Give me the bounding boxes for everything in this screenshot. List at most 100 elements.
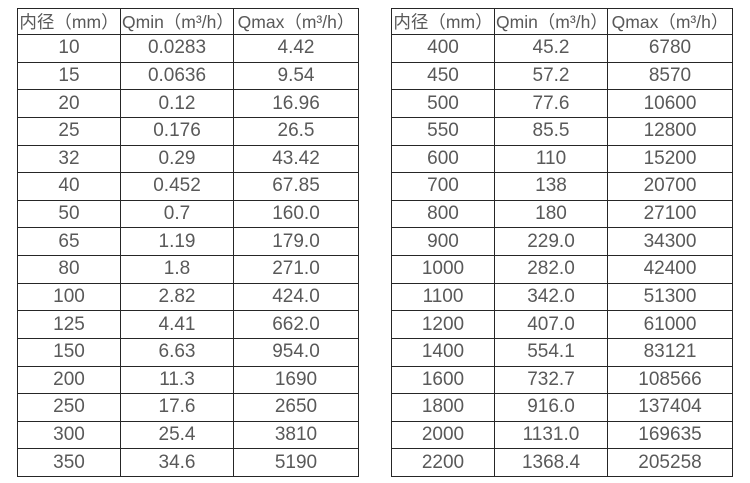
diameter-cell: 25: [17, 116, 121, 146]
qmin-cell: 916.0: [494, 393, 608, 422]
column-header-diameter: 内径（mm）: [17, 8, 121, 35]
qmax-cell: 9.54: [233, 61, 359, 91]
qmax-cell: 10600: [607, 89, 733, 118]
diameter-cell: 1600: [391, 365, 495, 395]
qmin-cell: 138: [494, 172, 608, 201]
table-row: 550 85.5 12800: [391, 116, 733, 146]
table-header-row: 内径（mm） Qmin（m³/h） Qmax（m³/h）: [17, 8, 359, 35]
qmax-cell: 954.0: [233, 337, 359, 367]
table-row: 20 0.12 16.96: [17, 89, 359, 118]
diameter-cell: 20: [17, 89, 121, 118]
diameter-cell: 80: [17, 255, 121, 284]
qmax-cell: 61000: [607, 310, 733, 339]
column-header-qmax: Qmax（m³/h）: [233, 8, 359, 35]
diameter-cell: 400: [391, 34, 495, 63]
qmax-cell: 4.42: [233, 34, 359, 63]
table-row: 450 57.2 8570: [391, 61, 733, 91]
column-header-qmin: Qmin（m³/h）: [120, 8, 234, 35]
diameter-cell: 900: [391, 227, 495, 256]
qmin-cell: 45.2: [494, 34, 608, 63]
qmin-cell: 407.0: [494, 310, 608, 339]
qmax-cell: 271.0: [233, 255, 359, 284]
qmax-cell: 34300: [607, 227, 733, 256]
table-row: 500 77.6 10600: [391, 89, 733, 118]
qmax-cell: 83121: [607, 337, 733, 367]
qmax-cell: 169635: [607, 420, 733, 450]
diameter-cell: 1400: [391, 337, 495, 367]
table-row: 65 1.19 179.0: [17, 227, 359, 256]
table-row: 125 4.41 662.0: [17, 310, 359, 339]
qmin-cell: 2.82: [120, 282, 234, 312]
qmin-cell: 11.3: [120, 365, 234, 395]
qmax-cell: 2650: [233, 393, 359, 422]
column-header-qmin: Qmin（m³/h）: [494, 8, 608, 35]
table-row: 2200 1368.4 205258: [391, 448, 733, 477]
table-header-row: 内径（mm） Qmin（m³/h） Qmax（m³/h）: [391, 8, 733, 35]
qmax-cell: 160.0: [233, 199, 359, 229]
diameter-cell: 300: [17, 420, 121, 450]
column-header-qmax: Qmax（m³/h）: [607, 8, 733, 35]
table-row: 1600 732.7 108566: [391, 365, 733, 395]
qmin-cell: 1368.4: [494, 448, 608, 477]
diameter-cell: 350: [17, 448, 121, 477]
table-row: 700 138 20700: [391, 172, 733, 201]
qmin-cell: 0.7: [120, 199, 234, 229]
qmin-cell: 0.452: [120, 172, 234, 201]
diameter-cell: 125: [17, 310, 121, 339]
qmin-cell: 0.0283: [120, 34, 234, 63]
flow-range-table-large-diameters: 内径（mm） Qmin（m³/h） Qmax（m³/h） 400 45.2 6780 45…: [391, 8, 733, 477]
table-row: 200 11.3 1690: [17, 365, 359, 395]
diameter-cell: 1200: [391, 310, 495, 339]
qmax-cell: 26.5: [233, 116, 359, 146]
qmax-cell: 6780: [607, 34, 733, 63]
qmax-cell: 27100: [607, 199, 733, 229]
qmax-cell: 3810: [233, 420, 359, 450]
qmin-cell: 282.0: [494, 255, 608, 284]
table-row: 1000 282.0 42400: [391, 255, 733, 284]
diameter-cell: 2000: [391, 420, 495, 450]
table-row: 1400 554.1 83121: [391, 337, 733, 367]
diameter-cell: 550: [391, 116, 495, 146]
qmin-cell: 34.6: [120, 448, 234, 477]
table-row: 100 2.82 424.0: [17, 282, 359, 312]
qmax-cell: 137404: [607, 393, 733, 422]
qmin-cell: 6.63: [120, 337, 234, 367]
table-row: 1100 342.0 51300: [391, 282, 733, 312]
qmax-cell: 205258: [607, 448, 733, 477]
table-row: 1800 916.0 137404: [391, 393, 733, 422]
qmin-cell: 77.6: [494, 89, 608, 118]
diameter-cell: 100: [17, 282, 121, 312]
qmax-cell: 12800: [607, 116, 733, 146]
qmax-cell: 8570: [607, 61, 733, 91]
qmin-cell: 1.19: [120, 227, 234, 256]
qmax-cell: 43.42: [233, 144, 359, 174]
diameter-cell: 32: [17, 144, 121, 174]
diameter-cell: 65: [17, 227, 121, 256]
diameter-cell: 50: [17, 199, 121, 229]
qmax-cell: 424.0: [233, 282, 359, 312]
diameter-cell: 40: [17, 172, 121, 201]
qmin-cell: 0.12: [120, 89, 234, 118]
column-header-diameter: 内径（mm）: [391, 8, 495, 35]
table-row: 15 0.0636 9.54: [17, 61, 359, 91]
qmax-cell: 51300: [607, 282, 733, 312]
table-row: 80 1.8 271.0: [17, 255, 359, 284]
table-row: 40 0.452 67.85: [17, 172, 359, 201]
qmin-cell: 1.8: [120, 255, 234, 284]
table-row: 1200 407.0 61000: [391, 310, 733, 339]
qmax-cell: 179.0: [233, 227, 359, 256]
table-row: 2000 1131.0 169635: [391, 420, 733, 450]
table-row: 900 229.0 34300: [391, 227, 733, 256]
qmin-cell: 732.7: [494, 365, 608, 395]
diameter-cell: 1800: [391, 393, 495, 422]
qmin-cell: 342.0: [494, 282, 608, 312]
diameter-cell: 800: [391, 199, 495, 229]
diameter-cell: 1000: [391, 255, 495, 284]
table-row: 400 45.2 6780: [391, 34, 733, 63]
qmax-cell: 1690: [233, 365, 359, 395]
diameter-cell: 10: [17, 34, 121, 63]
diameter-cell: 1100: [391, 282, 495, 312]
qmax-cell: 42400: [607, 255, 733, 284]
qmax-cell: 20700: [607, 172, 733, 201]
